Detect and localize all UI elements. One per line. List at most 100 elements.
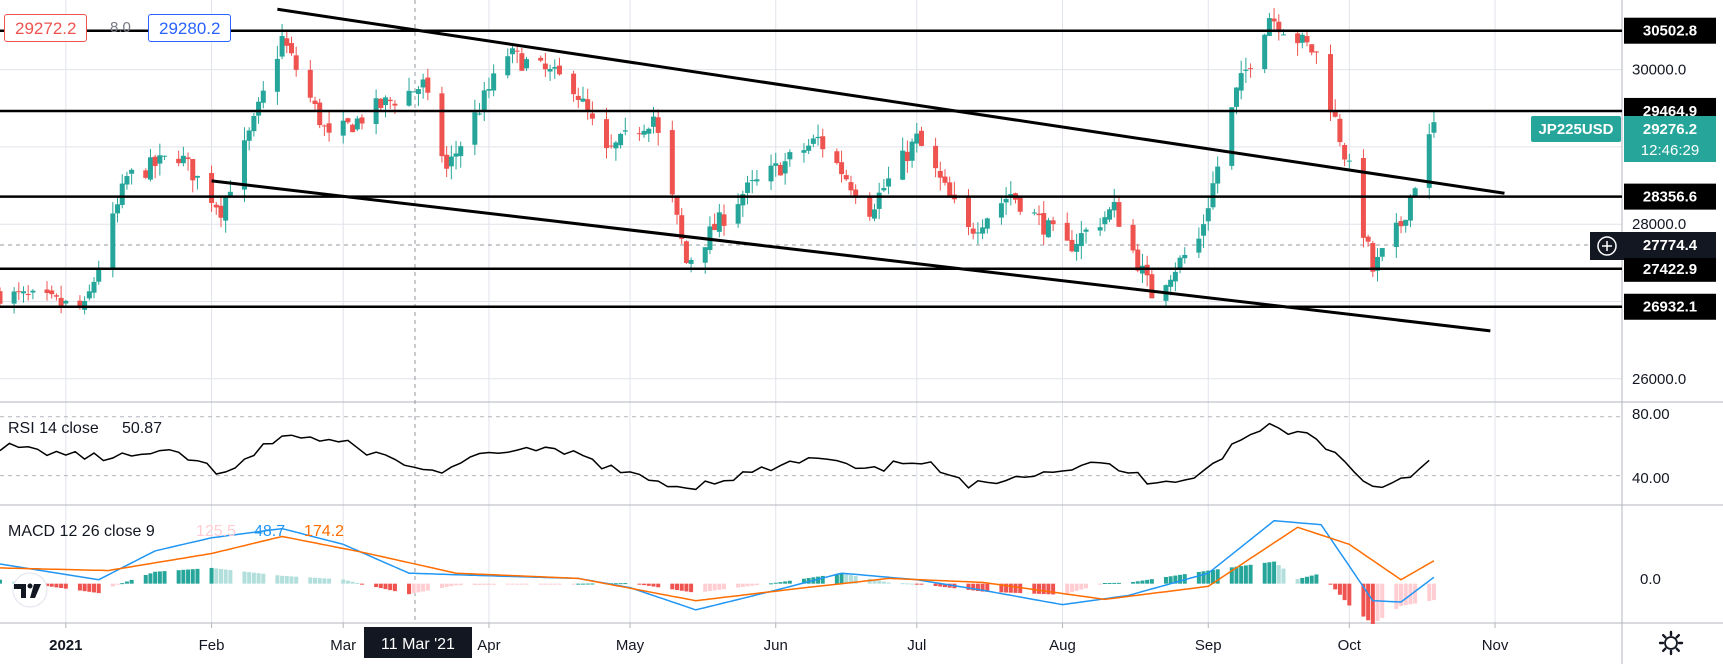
price-level-label: 28356.6 (1643, 189, 1697, 206)
candle-up (787, 152, 793, 160)
candle-down (16, 291, 22, 293)
add-alert-button[interactable] (1590, 232, 1624, 260)
macd-histogram-bar (308, 577, 313, 584)
candle-up (1182, 254, 1188, 259)
candle-down (683, 241, 689, 263)
gear-icon[interactable] (1658, 630, 1684, 656)
candle-down (1041, 213, 1047, 235)
macd-histogram-bar (54, 583, 59, 588)
candle-up (773, 163, 779, 166)
candle-up (1426, 134, 1432, 188)
macd-histogram-bar (92, 583, 97, 593)
candle-up (11, 291, 17, 304)
candle-down (284, 38, 290, 46)
candle-up (810, 138, 816, 144)
macd-histogram-bar (275, 575, 280, 584)
macd-histogram-bar (834, 573, 839, 584)
candle-down (538, 57, 544, 61)
candle-up (1177, 257, 1183, 270)
trendline (277, 7, 1505, 195)
candle-up (256, 101, 262, 116)
date-tick-label: Aug (1049, 637, 1076, 654)
macd-histogram-bar (707, 583, 712, 592)
macd-histogram-bar (256, 573, 261, 584)
macd-histogram-bar (942, 583, 947, 588)
candle-down (1295, 33, 1301, 44)
candle-down (585, 99, 591, 112)
candle-up (716, 212, 722, 232)
candle-up (1102, 217, 1108, 225)
candle-down (439, 93, 445, 157)
candle-up (491, 73, 497, 91)
candle-up (801, 150, 807, 153)
macd-histogram-bar (59, 583, 64, 588)
macd-signal-line (0, 526, 1435, 602)
candle-up (227, 191, 233, 196)
macd-histogram-bar (712, 583, 717, 591)
macd-histogram-bar (1112, 582, 1117, 584)
macd-histogram-bar (214, 568, 219, 584)
candle-down (947, 182, 953, 196)
macd-histogram-bar (251, 572, 256, 584)
candle-up (505, 56, 511, 76)
macd-histogram-bar (317, 578, 322, 584)
candle-up (383, 97, 389, 106)
candle-down (867, 195, 873, 217)
date-tick-label: Feb (199, 637, 225, 654)
candle-up (82, 301, 88, 310)
macd-histogram-bar (919, 583, 924, 585)
macd-histogram-bar (806, 578, 811, 584)
candle-up (1403, 219, 1409, 226)
candle-up (279, 35, 285, 57)
candle-up (745, 182, 751, 193)
macd-histogram-bar (87, 583, 92, 592)
candle-down (1328, 54, 1334, 113)
macd-histogram-bar (1210, 569, 1215, 584)
ask-price[interactable]: 29280.2 (148, 14, 232, 42)
macd-histogram-bar (1041, 583, 1046, 595)
macd-signal-value: 174.2 (304, 523, 344, 540)
candle-down (392, 103, 398, 106)
candle-up (740, 194, 746, 206)
macd-histogram-bar (1333, 583, 1338, 590)
candle-down (1064, 222, 1070, 241)
candle-up (124, 176, 130, 185)
candle-up (1074, 243, 1080, 252)
candle-up (411, 91, 417, 93)
candle-up (30, 290, 36, 293)
candle-up (975, 232, 981, 234)
candle-down (834, 151, 840, 164)
macd-histogram-bar (1248, 564, 1253, 584)
candle-up (274, 58, 280, 92)
macd-histogram-bar (1361, 583, 1366, 617)
macd-histogram-bar (181, 569, 186, 584)
price-level-box (1624, 293, 1716, 320)
candle-up (1210, 183, 1216, 208)
tradingview-logo[interactable] (4, 572, 56, 608)
macd-histogram-bar (736, 583, 741, 588)
candle-down (589, 113, 595, 119)
bid-price[interactable]: 29272.2 (4, 14, 88, 42)
candle-up (782, 161, 788, 174)
macd-histogram-bar (510, 583, 515, 585)
macd-histogram-bar (289, 576, 294, 584)
macd-histogram-bar (618, 583, 623, 585)
macd-line (0, 519, 1435, 611)
candle-up (260, 90, 266, 103)
macd-histogram-bar (157, 571, 162, 584)
macd-histogram-bar (190, 569, 195, 584)
macd-histogram-bar (670, 583, 675, 590)
candle-up (1111, 201, 1117, 211)
candle-up (1280, 34, 1286, 36)
candle-up (980, 227, 986, 234)
macd-histogram-bar (388, 583, 393, 591)
candle-down (213, 204, 219, 208)
macd-histogram-bar (421, 583, 426, 592)
candle-down (345, 118, 351, 123)
macd-histogram-bar (195, 568, 200, 584)
candle-up (1078, 233, 1084, 247)
candle-up (415, 89, 421, 94)
candle-up (1233, 87, 1239, 107)
candle-down (933, 145, 939, 169)
